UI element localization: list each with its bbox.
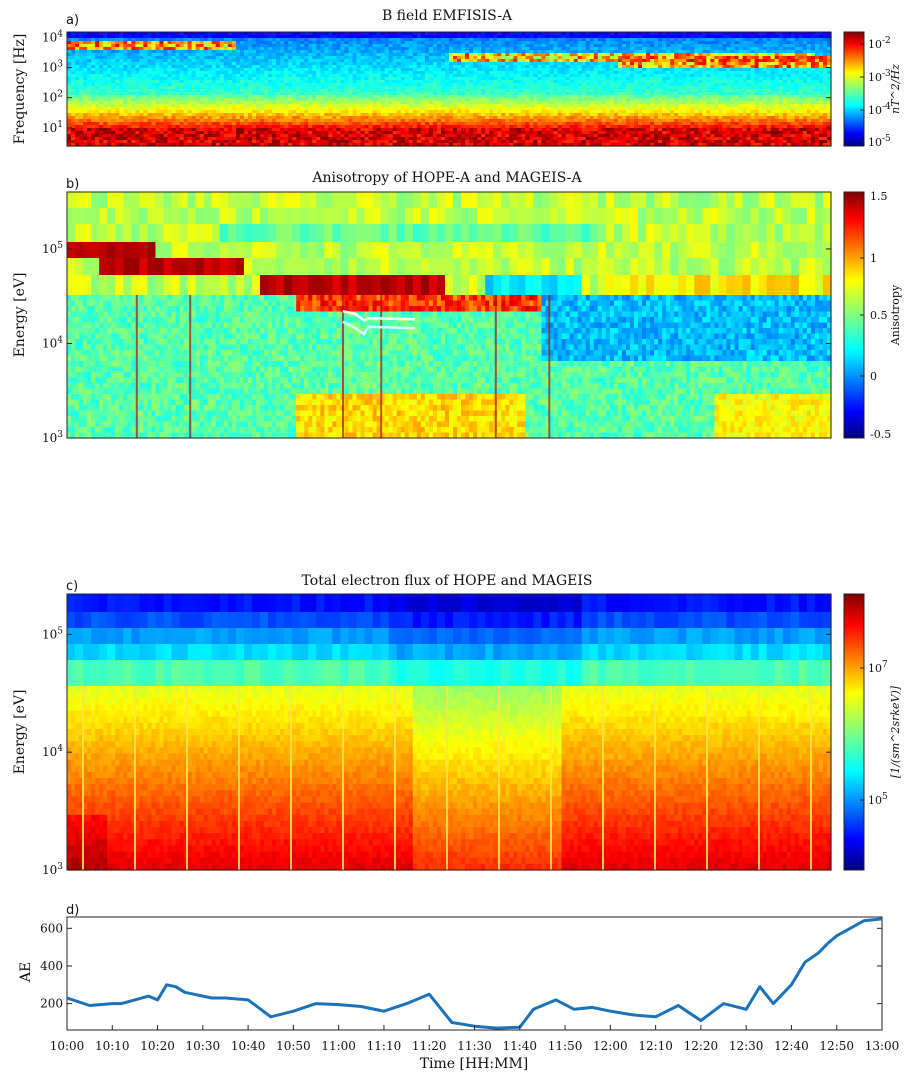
time-xtick: 12:20: [684, 1039, 719, 1053]
panel-a: a) B field EMFISIS-A Frequency [Hz] 104 1…: [12, 8, 902, 149]
ticksB-label: 103: [42, 430, 63, 445]
panel-b-title: Anisotropy of HOPE-A and MAGEIS-A: [311, 170, 582, 186]
panel-a-title: B field EMFISIS-A: [382, 8, 513, 24]
panel-b-colorbar-ticks: 1.5 1 0.5 0 -0.5: [860, 190, 891, 441]
time-xtick: 12:50: [819, 1039, 854, 1053]
time-xtick: 10:30: [186, 1039, 221, 1053]
panel-c-colorbar: [844, 594, 864, 870]
ticksA-label: 101: [42, 120, 63, 135]
panel-c-ylabel: Energy [eV]: [12, 690, 28, 775]
panel-b-colorbar-label: Anisotropy: [889, 284, 902, 346]
cb-a-tick: 10-2: [868, 36, 891, 51]
panel-d: d) AE 600 400 200 10:00 10:10 10:20 10:30 10:4…: [18, 903, 899, 1072]
panel-c-heatmap: [67, 594, 832, 871]
time-xtick: 11:10: [367, 1039, 402, 1053]
time-xtick: 12:10: [638, 1039, 673, 1053]
cb-b-tick: 1.5: [870, 190, 888, 203]
cb-c-tick: 105: [868, 792, 888, 807]
time-xtick: 12:00: [593, 1039, 628, 1053]
time-xtick: 10:00: [50, 1039, 85, 1053]
cb-b-tick: -0.5: [870, 428, 891, 441]
ticksC-label: 104: [42, 744, 63, 759]
ae-ytick: 200: [40, 997, 63, 1011]
ticksB-label: 105: [42, 241, 63, 256]
time-xtick: 13:00: [865, 1039, 900, 1053]
cb-b-tick: 0: [870, 370, 877, 383]
cb-b-tick: 0.5: [870, 309, 888, 322]
time-xtick: 11:00: [321, 1039, 356, 1053]
panel-b-label: b): [66, 177, 79, 192]
cb-a-tick: 10-5: [868, 134, 891, 149]
time-xtick: 11:50: [548, 1039, 583, 1053]
panel-b-heatmap: [67, 192, 832, 439]
ticksA-label: 103: [42, 59, 63, 74]
panel-a-colorbar: [844, 32, 864, 146]
ticksC-label: 103: [42, 862, 63, 877]
time-xtick: 10:50: [276, 1039, 311, 1053]
panel-c-colorbar-label: [1/(sm^2srkeV)]: [889, 685, 902, 778]
panel-c-title: Total electron flux of HOPE and MAGEIS: [302, 573, 593, 589]
panel-a-colorbar-label: nT^2/Hz: [889, 64, 902, 114]
panel-a-heatmap: [67, 32, 832, 147]
panel-a-ylabel: Frequency [Hz]: [12, 34, 28, 145]
cb-c-tick: 107: [868, 660, 888, 675]
time-xtick: 11:20: [412, 1039, 447, 1053]
time-xtick: 12:30: [729, 1039, 764, 1053]
ticksC-label: 105: [42, 626, 63, 641]
panel-c-label: c): [66, 579, 78, 594]
time-xtick: 10:40: [231, 1039, 266, 1053]
ticksA-label: 104: [42, 29, 63, 44]
panel-d-frame: [67, 917, 882, 1030]
cb-a-tick: 10-4: [868, 102, 891, 117]
panel-c: c) Total electron flux of HOPE and MAGEI…: [12, 573, 902, 877]
cb-b-tick: 1: [870, 252, 877, 265]
ae-ytick: 600: [40, 921, 63, 935]
time-xtick: 11:30: [457, 1039, 492, 1053]
panel-d-label: d): [66, 903, 79, 918]
panel-d-ylabel: AE: [18, 962, 34, 983]
time-xtick: 12:40: [774, 1039, 809, 1053]
cb-a-tick: 10-3: [868, 69, 891, 84]
x-axis-label: Time [HH:MM]: [420, 1056, 529, 1072]
ae-ytick: 400: [40, 959, 63, 973]
time-xtick: 10:20: [140, 1039, 175, 1053]
ticksB-label: 104: [42, 335, 63, 350]
panel-b-ylabel: Energy [eV]: [12, 273, 28, 358]
panel-b: b) Anisotropy of HOPE-A and MAGEIS-A Ene…: [12, 170, 902, 445]
ticksA-label: 102: [42, 90, 63, 105]
time-xtick: 11:40: [502, 1039, 537, 1053]
panel-a-colorbar-ticks: 10-2 10-3 10-4 10-5: [860, 36, 891, 149]
time-xtick: 10:10: [95, 1039, 130, 1053]
panel-a-label: a): [66, 13, 79, 28]
